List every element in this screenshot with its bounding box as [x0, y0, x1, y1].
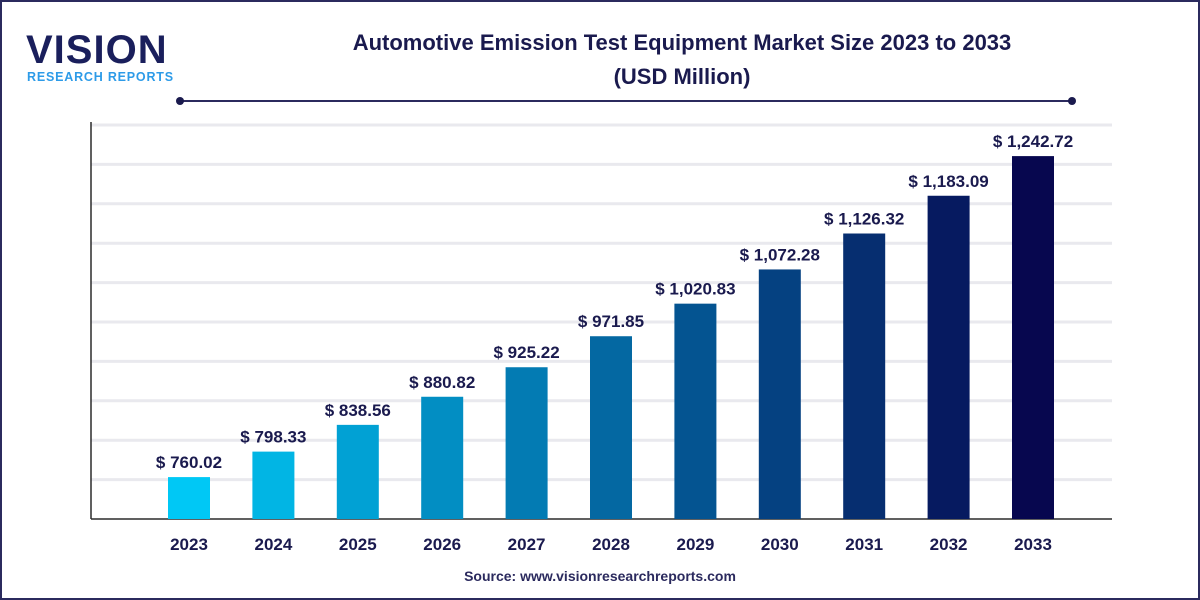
x-tick-label: 2027 — [508, 535, 546, 554]
data-label: $ 1,072.28 — [740, 245, 820, 264]
logo-sub: RESEARCH REPORTS — [27, 70, 174, 84]
divider-dot-right — [1068, 97, 1076, 105]
data-label: $ 1,183.09 — [908, 172, 988, 191]
bar-2029 — [674, 303, 717, 519]
data-label: $ 880.82 — [409, 373, 475, 392]
x-tick-label: 2032 — [930, 535, 968, 554]
source-note: Source: www.visionresearchreports.com — [464, 568, 736, 584]
x-tick-label: 2026 — [423, 535, 461, 554]
x-tick-label: 2033 — [1014, 535, 1052, 554]
bar-2026 — [421, 396, 464, 519]
bar-2031 — [843, 233, 886, 519]
data-label: $ 1,020.83 — [655, 280, 735, 299]
bar-2028 — [590, 336, 632, 519]
bar-2032 — [927, 195, 970, 520]
data-label: $ 1,242.72 — [993, 132, 1073, 151]
x-tick-label: 2031 — [845, 535, 883, 554]
x-tick-label: 2028 — [592, 535, 630, 554]
data-label: $ 971.85 — [578, 312, 644, 331]
data-label: $ 838.56 — [325, 401, 391, 420]
bar-2030 — [758, 269, 801, 519]
bar-2027 — [505, 367, 548, 519]
logo-word: VISION — [26, 28, 168, 72]
title-line-2: (USD Million) — [613, 64, 751, 89]
bar-2033 — [1012, 156, 1054, 519]
title-line-1: Automotive Emission Test Equipment Marke… — [352, 30, 1012, 55]
bar-2024 — [252, 451, 295, 519]
data-label: $ 760.02 — [156, 453, 222, 472]
x-tick-label: 2030 — [761, 535, 799, 554]
x-tick-label: 2024 — [254, 535, 292, 554]
data-label: $ 925.22 — [494, 343, 560, 362]
chart-title: Automotive Emission Test Equipment Marke… — [242, 26, 1122, 94]
vision-research-reports-logo: VISION RESEARCH REPORTS — [26, 14, 186, 84]
divider-dot-left — [176, 97, 184, 105]
x-tick-label: 2023 — [170, 535, 208, 554]
x-tick-label: 2025 — [339, 535, 377, 554]
data-label: $ 1,126.32 — [824, 210, 904, 229]
title-divider — [180, 100, 1072, 102]
x-tick-label: 2029 — [676, 535, 714, 554]
bar-2023 — [168, 477, 210, 519]
data-label: $ 798.33 — [240, 428, 306, 447]
bar-2025 — [336, 424, 379, 519]
